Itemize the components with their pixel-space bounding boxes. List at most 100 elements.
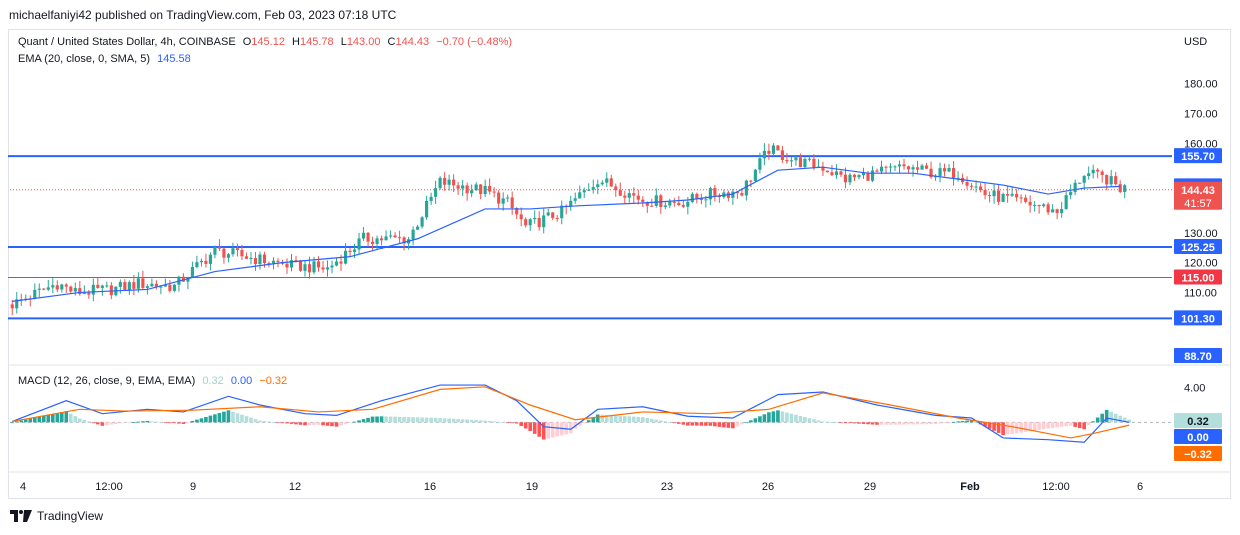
candle-body[interactable] — [240, 250, 244, 257]
candle-body[interactable] — [515, 207, 519, 215]
macd-signal-line[interactable] — [12, 386, 1130, 439]
candle-body[interactable] — [276, 260, 280, 262]
candle-body[interactable] — [609, 178, 613, 187]
candle-body[interactable] — [199, 260, 203, 263]
candle-body[interactable] — [64, 284, 68, 287]
candle-body[interactable] — [204, 260, 208, 264]
candle-body[interactable] — [641, 199, 645, 203]
candle-body[interactable] — [731, 191, 735, 198]
candle-body[interactable] — [654, 195, 658, 206]
candle-body[interactable] — [87, 292, 91, 295]
candle-body[interactable] — [1037, 204, 1041, 207]
candle-body[interactable] — [1078, 182, 1082, 184]
candle-body[interactable] — [672, 201, 676, 203]
candle-body[interactable] — [1091, 169, 1095, 174]
candle-body[interactable] — [186, 277, 190, 282]
candle-body[interactable] — [1105, 174, 1109, 185]
candle-body[interactable] — [271, 260, 276, 264]
candle-body[interactable] — [542, 215, 546, 228]
candle-body[interactable] — [289, 260, 294, 268]
candle-body[interactable] — [190, 267, 194, 278]
candle-body[interactable] — [938, 168, 942, 176]
candle-body[interactable] — [393, 235, 397, 238]
candle-body[interactable] — [1019, 197, 1023, 199]
candle-body[interactable] — [465, 185, 469, 194]
candle-body[interactable] — [447, 179, 451, 185]
candle-body[interactable] — [1082, 175, 1086, 183]
candle-body[interactable] — [951, 167, 956, 179]
candle-body[interactable] — [668, 201, 672, 206]
candle-body[interactable] — [470, 190, 474, 194]
candle-body[interactable] — [591, 187, 595, 190]
candle-body[interactable] — [753, 169, 757, 182]
candle-body[interactable] — [361, 232, 366, 239]
candle-body[interactable] — [150, 283, 154, 287]
candle-body[interactable] — [145, 286, 149, 288]
candle-body[interactable] — [636, 195, 640, 200]
candle-body[interactable] — [893, 166, 897, 168]
candle-body[interactable] — [740, 193, 744, 196]
candle-body[interactable] — [1010, 193, 1014, 196]
candle-body[interactable] — [690, 193, 694, 202]
candle-body[interactable] — [794, 157, 798, 161]
candle-body[interactable] — [298, 260, 303, 271]
candle-body[interactable] — [127, 282, 131, 290]
candle-body[interactable] — [744, 180, 748, 196]
candle-body[interactable] — [839, 171, 843, 175]
candle-body[interactable] — [501, 198, 505, 204]
candle-body[interactable] — [443, 177, 447, 185]
candle-body[interactable] — [60, 284, 64, 290]
candle-body[interactable] — [1060, 209, 1064, 214]
candle-body[interactable] — [321, 267, 325, 270]
candle-body[interactable] — [109, 285, 113, 296]
candle-body[interactable] — [942, 168, 947, 172]
candle-body[interactable] — [578, 192, 582, 199]
candle-body[interactable] — [375, 238, 379, 244]
candle-body[interactable] — [91, 284, 95, 295]
candle-body[interactable] — [159, 286, 163, 288]
candle-body[interactable] — [695, 193, 699, 199]
candle-body[interactable] — [339, 261, 343, 264]
candle-body[interactable] — [105, 285, 109, 287]
candle-body[interactable] — [330, 265, 334, 268]
candle-body[interactable] — [911, 167, 915, 170]
candle-body[interactable] — [479, 184, 483, 195]
candle-body[interactable] — [96, 284, 100, 288]
candle-body[interactable] — [988, 195, 992, 197]
candle-body[interactable] — [659, 195, 663, 207]
candle-body[interactable] — [947, 167, 951, 172]
candle-body[interactable] — [546, 212, 550, 216]
candle-body[interactable] — [208, 254, 212, 264]
candle-body[interactable] — [888, 166, 893, 168]
candle-body[interactable] — [46, 287, 50, 290]
candle-body[interactable] — [970, 185, 974, 187]
candle-body[interactable] — [510, 197, 514, 208]
candle-body[interactable] — [307, 264, 312, 273]
candle-body[interactable] — [627, 193, 631, 198]
candle-body[interactable] — [249, 257, 253, 259]
candle-body[interactable] — [1069, 192, 1073, 196]
candle-body[interactable] — [51, 285, 55, 288]
candle-body[interactable] — [506, 197, 510, 199]
candle-body[interactable] — [316, 261, 321, 268]
candle-body[interactable] — [82, 292, 86, 295]
candle-body[interactable] — [1006, 193, 1010, 196]
candle-body[interactable] — [551, 212, 555, 218]
candle-body[interactable] — [807, 158, 812, 160]
candle-body[interactable] — [231, 248, 235, 255]
candle-body[interactable] — [1114, 176, 1118, 185]
candle-body[interactable] — [929, 168, 933, 178]
candle-body[interactable] — [285, 263, 289, 268]
candle-body[interactable] — [213, 246, 217, 255]
candle-body[interactable] — [956, 177, 960, 179]
candle-body[interactable] — [884, 166, 888, 168]
candle-body[interactable] — [623, 195, 627, 198]
candle-body[interactable] — [866, 172, 870, 181]
candle-body[interactable] — [15, 299, 19, 309]
symbol-title[interactable]: Quant / United States Dollar, 4h, COINBA… — [18, 36, 236, 48]
candle-body[interactable] — [42, 288, 46, 290]
candle-body[interactable] — [974, 186, 978, 188]
candle-body[interactable] — [10, 304, 14, 309]
candle-body[interactable] — [1028, 201, 1032, 206]
